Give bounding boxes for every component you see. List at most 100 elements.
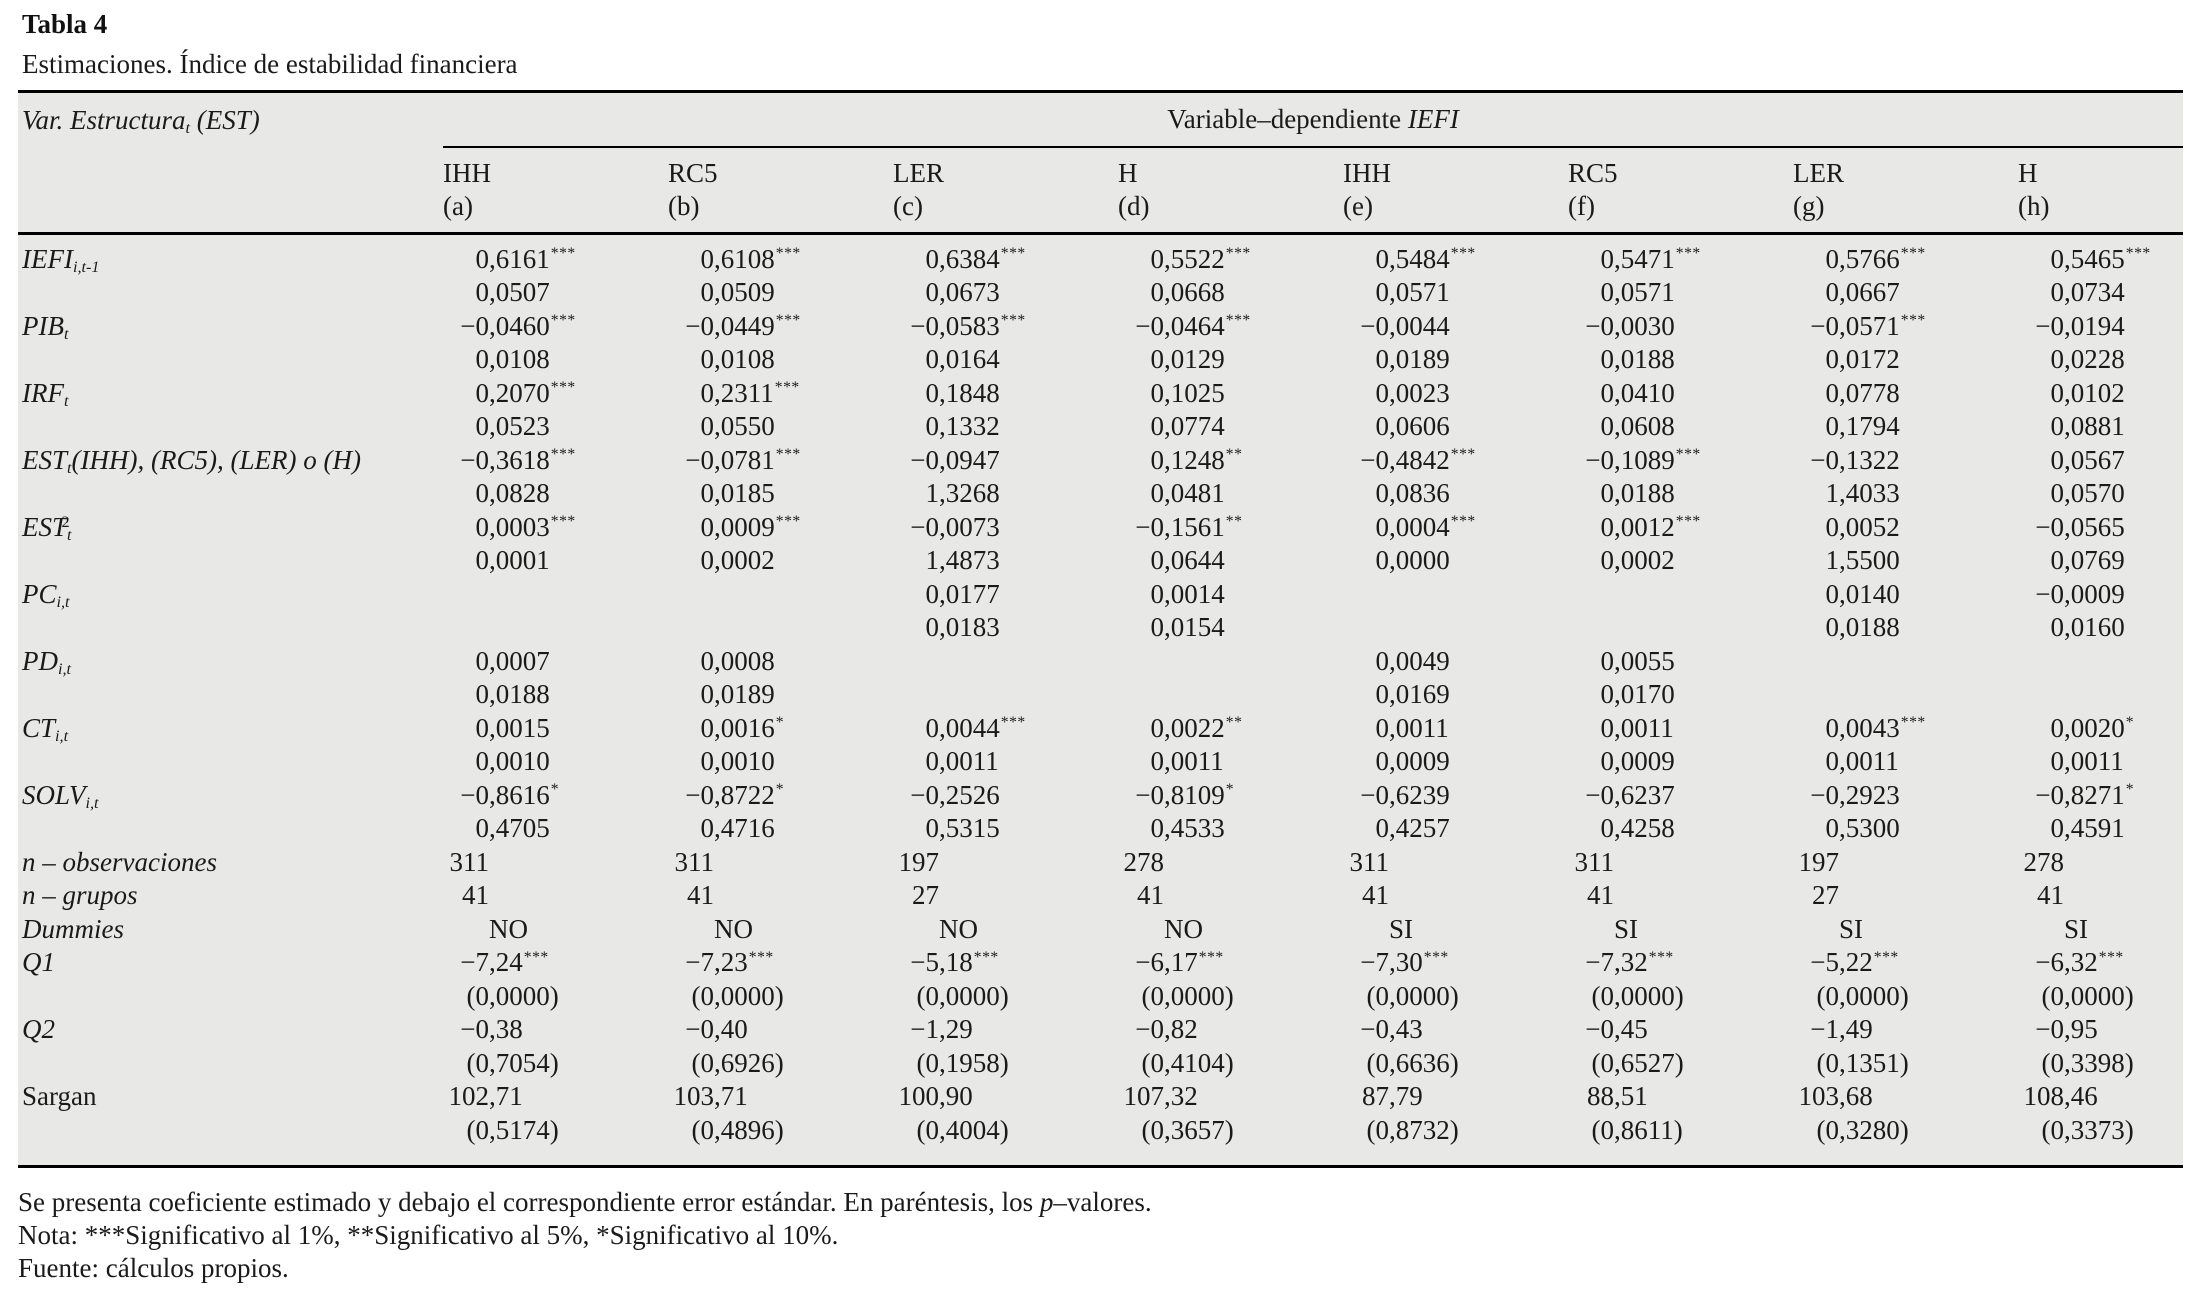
significance-stars: *** bbox=[1000, 312, 1026, 330]
stderr-cell: 0,0000 bbox=[1343, 544, 1568, 578]
coefficient-cell: 0,0008 bbox=[668, 645, 893, 679]
coefficient-cell: −0,0449*** bbox=[668, 310, 893, 344]
cell-value: 0,0002 bbox=[1600, 545, 1675, 575]
cell-value: 197 bbox=[898, 846, 940, 877]
stderr-cell: 0,0164 bbox=[893, 343, 1118, 377]
cell-value: 0,4258 bbox=[1600, 813, 1675, 843]
cell-value: 0,2070*** bbox=[475, 377, 576, 408]
cell-value: 0,5471*** bbox=[1600, 243, 1701, 274]
column-index-label: LER bbox=[1793, 157, 1844, 188]
cell-value: 0,0188 bbox=[1600, 478, 1675, 508]
cell-value: −5,22*** bbox=[1810, 947, 1899, 977]
stderr-cell: 0,1332 bbox=[893, 410, 1118, 444]
coefficient-cell: −7,23*** bbox=[668, 946, 893, 980]
stderr-cell: (0,1958) bbox=[893, 1047, 1118, 1081]
cell-value: 0,0009 bbox=[1375, 746, 1450, 776]
significance-stars: *** bbox=[2125, 245, 2151, 263]
table-row: n – grupos 41 41 27 41 41 41 27 41 bbox=[18, 879, 2183, 913]
coefficient-cell: −0,0571*** bbox=[1793, 310, 2018, 344]
coefficient-cell: 0,6384*** bbox=[893, 233, 1118, 276]
cell-value: −0,0449*** bbox=[685, 310, 801, 341]
row-label: IEFIi,t-1 bbox=[22, 243, 100, 276]
cell-value: −6,32*** bbox=[2035, 947, 2124, 977]
cell-value: 27 bbox=[912, 880, 939, 910]
cell-value: 0,0188 bbox=[475, 679, 550, 709]
corner-label: Var. Estructurat (EST) bbox=[22, 104, 260, 137]
cell-value: (0,1351) bbox=[1816, 1047, 1909, 1078]
stderr-cell: 0,4591 bbox=[2018, 812, 2183, 846]
cell-value: (0,3657) bbox=[1141, 1114, 1234, 1145]
coefficient-cell: 41 bbox=[443, 879, 668, 913]
stderr-cell bbox=[668, 611, 893, 645]
stderr-cell: 0,0185 bbox=[668, 477, 893, 511]
stderr-cell: 0,0571 bbox=[1568, 276, 1793, 310]
cell-value: (0,4004) bbox=[916, 1114, 1009, 1145]
coefficient-cell: 27 bbox=[1793, 879, 2018, 913]
significance-stars: * bbox=[1225, 781, 1235, 799]
row-label-empty bbox=[18, 544, 443, 578]
significance-stars: *** bbox=[1900, 312, 1926, 330]
row-label-column-head bbox=[18, 147, 443, 235]
stderr-cell: (0,8732) bbox=[1343, 1114, 1568, 1148]
stderr-cell: 0,0606 bbox=[1343, 410, 1568, 444]
stderr-cell bbox=[1793, 678, 2018, 712]
cell-value: −0,3618*** bbox=[460, 444, 576, 475]
cell-value: 311 bbox=[449, 846, 490, 877]
cell-value: 0,0009*** bbox=[700, 511, 801, 542]
cell-value: 0,0154 bbox=[1150, 612, 1225, 642]
column-header: IHH (a) bbox=[443, 147, 668, 235]
stderr-cell: 0,0188 bbox=[1793, 611, 2018, 645]
cell-value: 0,0668 bbox=[1150, 277, 1225, 307]
column-model-label: (h) bbox=[2018, 190, 2050, 221]
coefficient-cell: −0,6237 bbox=[1568, 779, 1793, 813]
coefficient-cell: −1,29 bbox=[893, 1013, 1118, 1047]
coefficient-cell: −0,0464*** bbox=[1118, 310, 1343, 344]
cell-value: 197 bbox=[1798, 846, 1840, 877]
cell-value: −0,0583*** bbox=[910, 310, 1026, 341]
coefficient-cell: 0,0055 bbox=[1568, 645, 1793, 679]
cell-value: 0,5766*** bbox=[1825, 243, 1926, 274]
coefficient-cell: 0,0012*** bbox=[1568, 511, 1793, 545]
row-label: ESTt2 bbox=[22, 511, 72, 544]
cell-value: −7,23*** bbox=[685, 947, 774, 977]
cell-value: 0,6161*** bbox=[475, 243, 576, 274]
column-header: RC5 (b) bbox=[668, 147, 893, 235]
significance-stars: *** bbox=[1648, 948, 1674, 966]
row-label: IRFt bbox=[22, 377, 69, 410]
stderr-cell: 0,0011 bbox=[2018, 745, 2183, 779]
cell-value: (0,0000) bbox=[466, 980, 559, 1011]
coefficient-cell bbox=[893, 645, 1118, 679]
cell-value: 0,0011 bbox=[1825, 746, 1899, 776]
cell-value: 0,0169 bbox=[1375, 679, 1450, 709]
cell-value: 0,0185 bbox=[700, 478, 775, 508]
cell-value: −0,38 bbox=[460, 1014, 523, 1044]
significance-stars: *** bbox=[1450, 446, 1476, 464]
row-label: PCi,t bbox=[22, 578, 70, 611]
coefficient-cell: 0,5465*** bbox=[2018, 233, 2183, 276]
cell-value: NO bbox=[714, 913, 753, 944]
coefficient-cell: 278 bbox=[1118, 846, 1343, 880]
row-label: Sargan bbox=[22, 1081, 97, 1111]
stderr-cell: 0,4533 bbox=[1118, 812, 1343, 846]
stderr-cell: 0,0523 bbox=[443, 410, 668, 444]
table-row: PIBt −0,0460*** −0,0449*** −0,0583*** −0,046… bbox=[18, 310, 2183, 344]
table-row: IEFIi,t-1 0,6161*** 0,6108*** 0,6384*** 0,55… bbox=[18, 233, 2183, 276]
significance-stars: *** bbox=[550, 379, 576, 397]
stderr-cell: 1,4873 bbox=[893, 544, 1118, 578]
table-row: Sargan 102,71 103,71 100,90 107,32 87,79 88,51… bbox=[18, 1080, 2183, 1114]
stderr-cell: 0,0002 bbox=[668, 544, 893, 578]
stderr-cell: 0,0481 bbox=[1118, 477, 1343, 511]
table-row: CTi,t 0,0015 0,0016* 0,0044*** 0,0022** 0,001… bbox=[18, 712, 2183, 746]
stderr-cell: 0,0129 bbox=[1118, 343, 1343, 377]
cell-value: −0,2526 bbox=[910, 779, 1000, 810]
stderr-cell: 0,5300 bbox=[1793, 812, 2018, 846]
cell-value: −0,82 bbox=[1135, 1014, 1198, 1044]
cell-value: 0,0567 bbox=[2050, 444, 2125, 475]
stderr-cell: (0,6636) bbox=[1343, 1047, 1568, 1081]
stderr-cell: 0,0608 bbox=[1568, 410, 1793, 444]
cell-value: 0,0571 bbox=[1600, 277, 1675, 307]
estimates-table: Var. Estructurat (EST) Variable–dependie… bbox=[18, 93, 2184, 1148]
cell-value: 0,6384*** bbox=[925, 243, 1026, 274]
significance-stars: * bbox=[775, 714, 785, 732]
coefficient-cell: −0,0194 bbox=[2018, 310, 2183, 344]
